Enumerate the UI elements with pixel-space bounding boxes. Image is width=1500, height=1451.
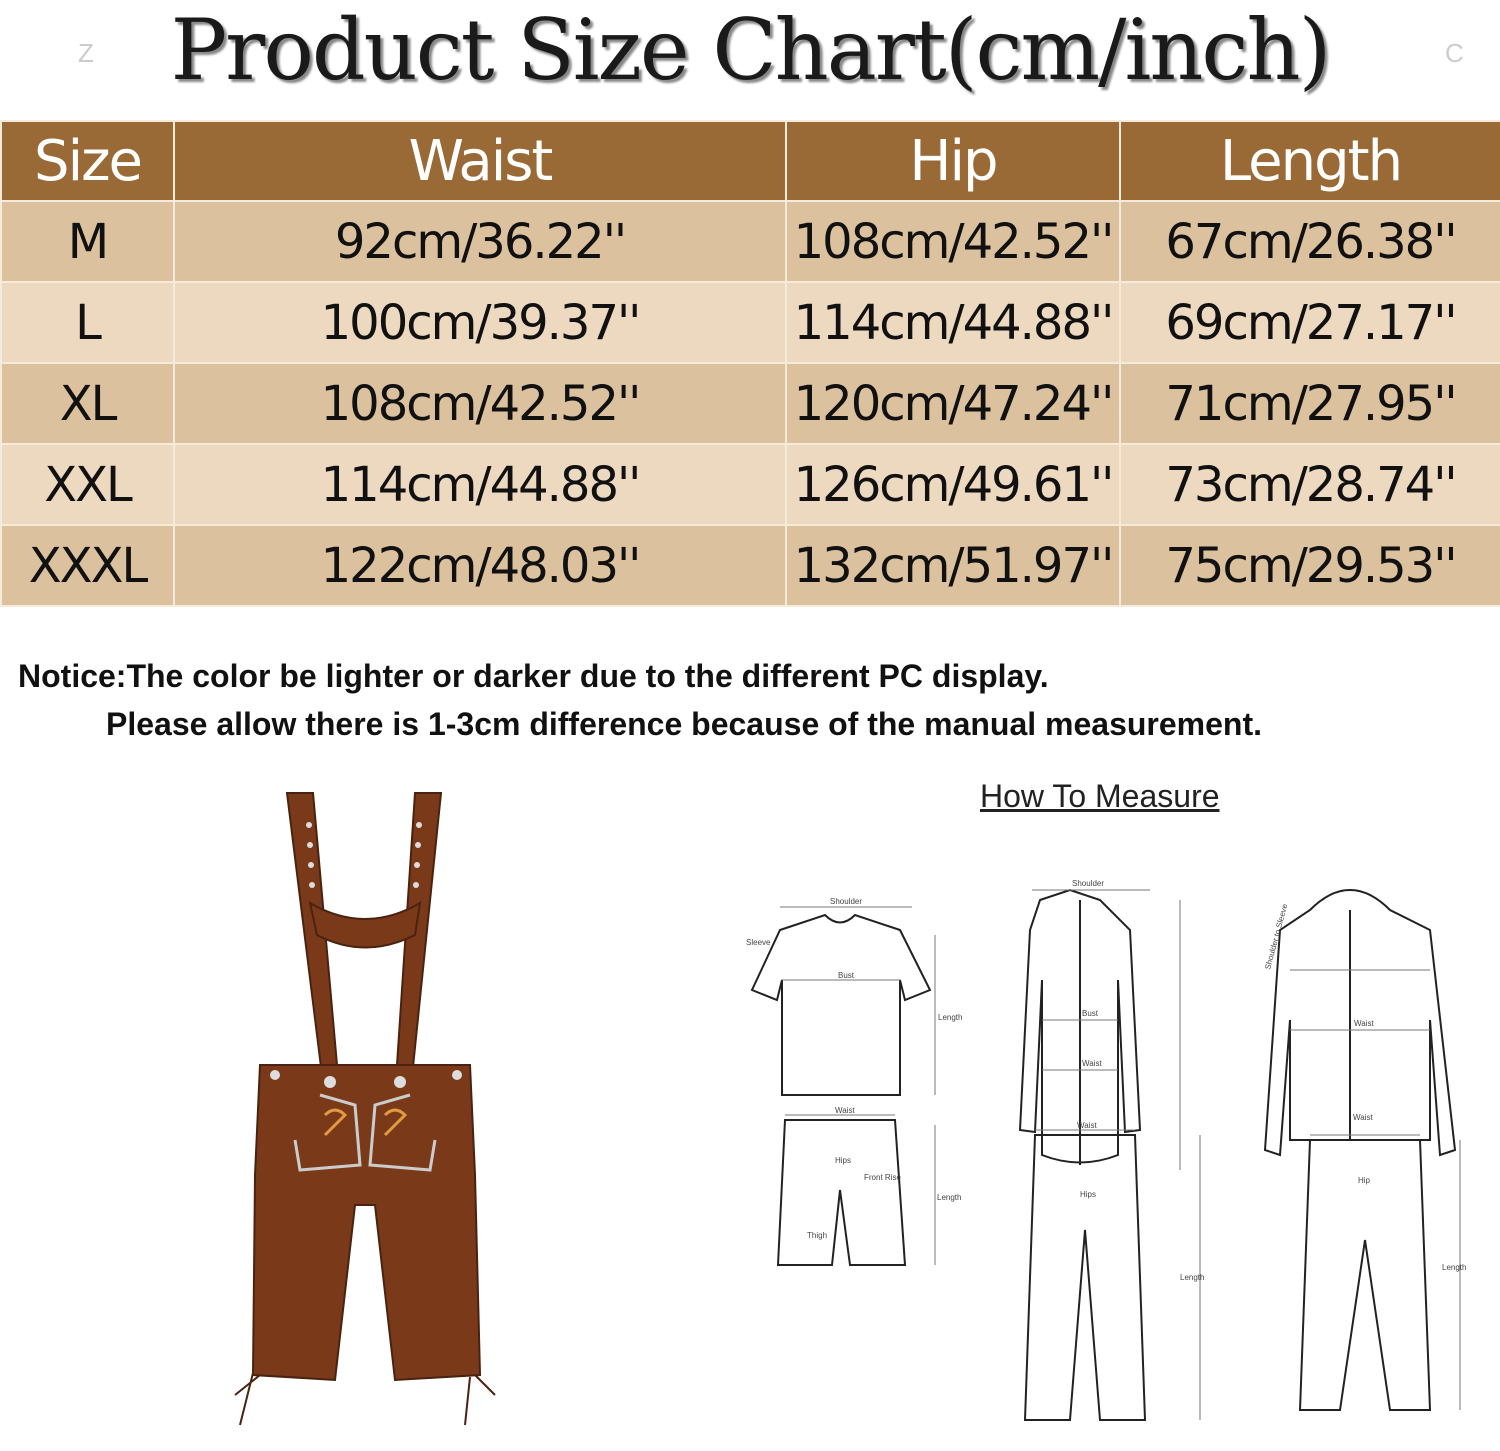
label-waist-pants: Waist — [1077, 1121, 1097, 1130]
label-length: Length — [938, 1013, 962, 1022]
size-table: Size Waist Hip Length M 92cm/36.22'' 108cm… — [0, 120, 1500, 607]
header-size: Size — [0, 120, 175, 202]
header-length: Length — [1119, 120, 1500, 202]
label-length-pants: Length — [1180, 1273, 1204, 1282]
notice-line-2: Please allow there is 1-3cm difference b… — [106, 706, 1263, 742]
cell-length: 73cm/28.74'' — [1119, 443, 1500, 526]
cell-size: XXL — [0, 443, 175, 526]
measurement-diagrams: Shoulder Bust Length Sleeve Shoulder Bus… — [746, 879, 1466, 1421]
label-waist-joggers: Waist — [1353, 1113, 1373, 1122]
shorts-diagram — [776, 1119, 907, 1266]
shirt-diagram — [1018, 888, 1142, 1165]
cell-hip: 114cm/44.88'' — [785, 281, 1121, 364]
joggers-diagram — [1298, 1139, 1432, 1411]
watermark-right: C — [1445, 38, 1464, 68]
cell-waist: 114cm/44.88'' — [173, 443, 787, 526]
cell-hip: 120cm/47.24'' — [785, 362, 1121, 445]
label-thigh: Thigh — [807, 1231, 827, 1240]
hoodie-diagram — [1263, 889, 1457, 1157]
label-shoulder-to-sleeve: Shoulder to Sleeve — [1263, 902, 1289, 970]
cell-size: M — [0, 200, 175, 283]
lederhosen-product-image — [234, 792, 496, 1426]
cell-waist: 108cm/42.52'' — [173, 362, 787, 445]
watermark-left: Z — [78, 38, 94, 68]
cell-hip: 126cm/49.61'' — [785, 443, 1121, 526]
label-bust-shirt: Bust — [1082, 1009, 1099, 1018]
tshirt-diagram — [750, 913, 932, 1096]
label-waist-shorts: Waist — [835, 1106, 855, 1115]
pants-diagram — [1023, 1134, 1147, 1421]
how-to-measure-title: How To Measure — [980, 778, 1220, 814]
table-row: L 100cm/39.37'' 114cm/44.88'' 69cm/27.17'' — [0, 281, 1500, 364]
notice: Notice:The color be lighter or darker du… — [18, 652, 1262, 748]
label-length-joggers: Length — [1442, 1263, 1466, 1272]
label-length-shorts: Length — [937, 1193, 961, 1202]
label-bust: Bust — [838, 971, 855, 980]
page-title: Product Size Chart(cm/inch) — [170, 1, 1332, 99]
table-header-row: Size Waist Hip Length — [0, 120, 1500, 202]
cell-hip: 108cm/42.52'' — [785, 200, 1121, 283]
cell-length: 67cm/26.38'' — [1119, 200, 1500, 283]
cell-waist: 122cm/48.03'' — [173, 524, 787, 607]
cell-size: L — [0, 281, 175, 364]
cell-size: XL — [0, 362, 175, 445]
table-row: XXXL 122cm/48.03'' 132cm/51.97'' 75cm/29.53… — [0, 524, 1500, 607]
label-hips-pants: Hips — [1080, 1190, 1096, 1199]
cell-length: 75cm/29.53'' — [1119, 524, 1500, 607]
label-sleeve: Sleeve — [746, 938, 771, 947]
cell-size: XXXL — [0, 524, 175, 607]
label-waist-hoodie: Waist — [1354, 1019, 1374, 1028]
cell-hip: 132cm/51.97'' — [785, 524, 1121, 607]
header-waist: Waist — [173, 120, 787, 202]
cell-length: 69cm/27.17'' — [1119, 281, 1500, 364]
table-row: XL 108cm/42.52'' 120cm/47.24'' 71cm/27.95'' — [0, 362, 1500, 445]
header-hip: Hip — [785, 120, 1121, 202]
cell-waist: 92cm/36.22'' — [173, 200, 787, 283]
label-hips-shorts: Hips — [835, 1156, 851, 1165]
cell-waist: 100cm/39.37'' — [173, 281, 787, 364]
label-shoulder-shirt: Shoulder — [1072, 879, 1104, 888]
label-front-rise: Front Rise — [864, 1173, 901, 1182]
cell-length: 71cm/27.95'' — [1119, 362, 1500, 445]
label-hip-joggers: Hip — [1358, 1176, 1371, 1185]
table-row: XXL 114cm/44.88'' 126cm/49.61'' 73cm/28.74'… — [0, 443, 1500, 526]
label-waist-shirt: Waist — [1082, 1059, 1102, 1068]
notice-line-1: Notice:The color be lighter or darker du… — [18, 658, 1049, 694]
label-shoulder: Shoulder — [830, 897, 862, 906]
table-row: M 92cm/36.22'' 108cm/42.52'' 67cm/26.38'' — [0, 200, 1500, 283]
